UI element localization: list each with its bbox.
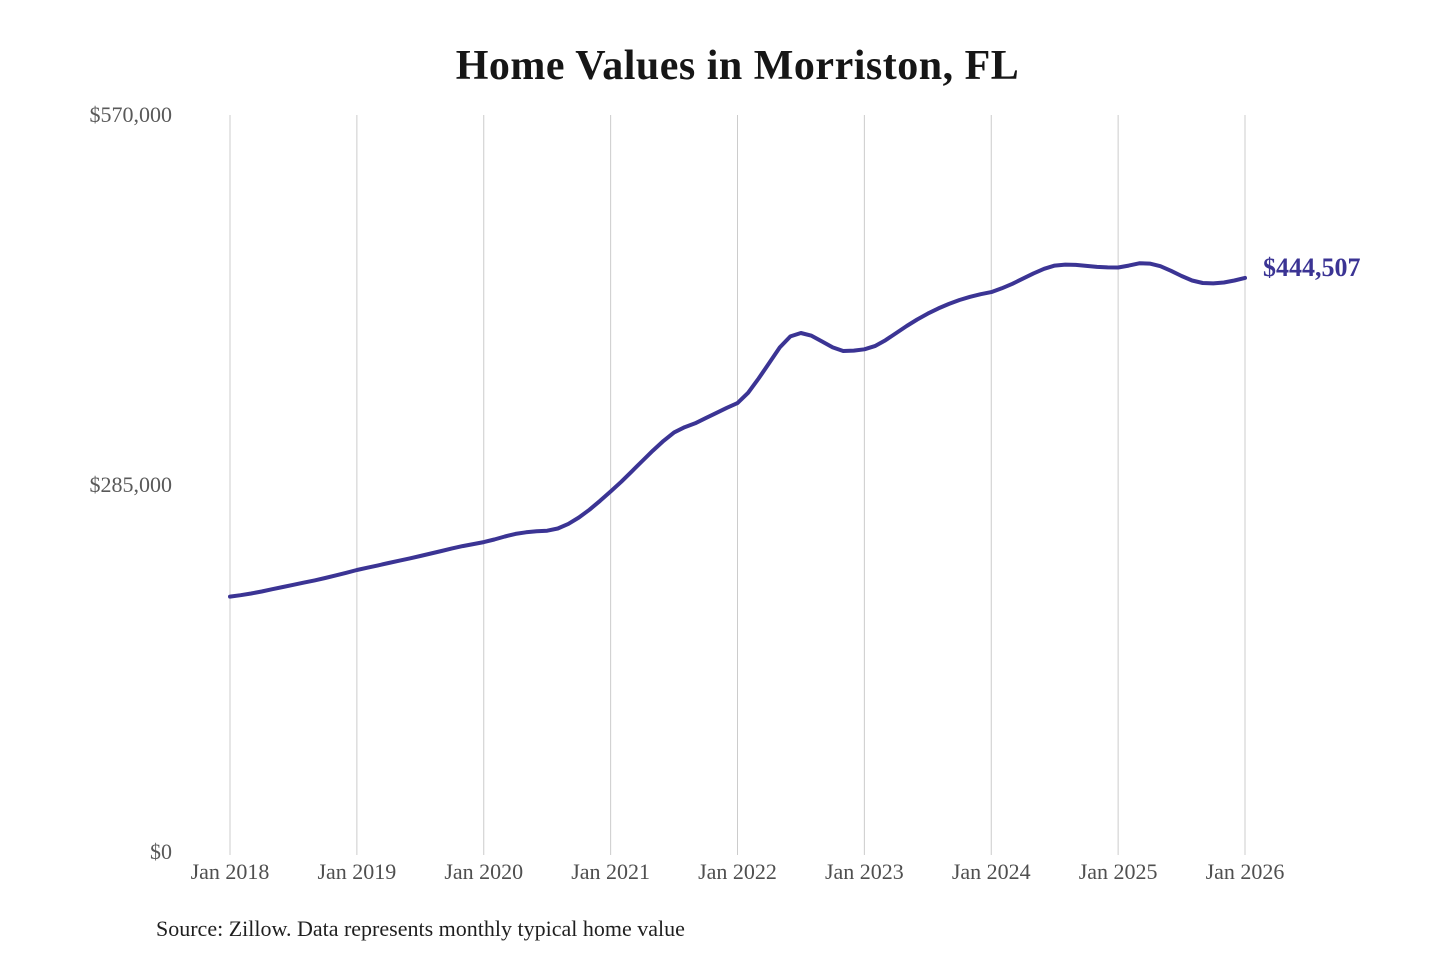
- x-axis-label: Jan 2026: [1205, 859, 1285, 884]
- y-axis-label-570000: $570,000: [89, 102, 173, 127]
- x-axis-label: Jan 2020: [444, 859, 524, 884]
- x-axis-label: Jan 2021: [571, 859, 651, 884]
- home-value-line: [228, 261, 1247, 599]
- x-axis-label: Jan 2024: [951, 859, 1031, 884]
- x-axis-label: Jan 2023: [824, 859, 904, 884]
- y-axis-label-0: $0: [150, 839, 172, 864]
- y-axis-label-285000: $285,000: [89, 472, 173, 497]
- chart-title: Home Values in Morriston, FL: [455, 43, 1020, 89]
- x-axis-label: Jan 2018: [190, 859, 270, 884]
- x-axis-label: Jan 2022: [698, 859, 777, 884]
- source-note: Source: Zillow. Data represents monthly …: [156, 916, 685, 941]
- x-axis-label: Jan 2025: [1078, 859, 1158, 884]
- current-value-label: $444,507: [1263, 253, 1361, 282]
- x-axis-label: Jan 2019: [317, 859, 397, 884]
